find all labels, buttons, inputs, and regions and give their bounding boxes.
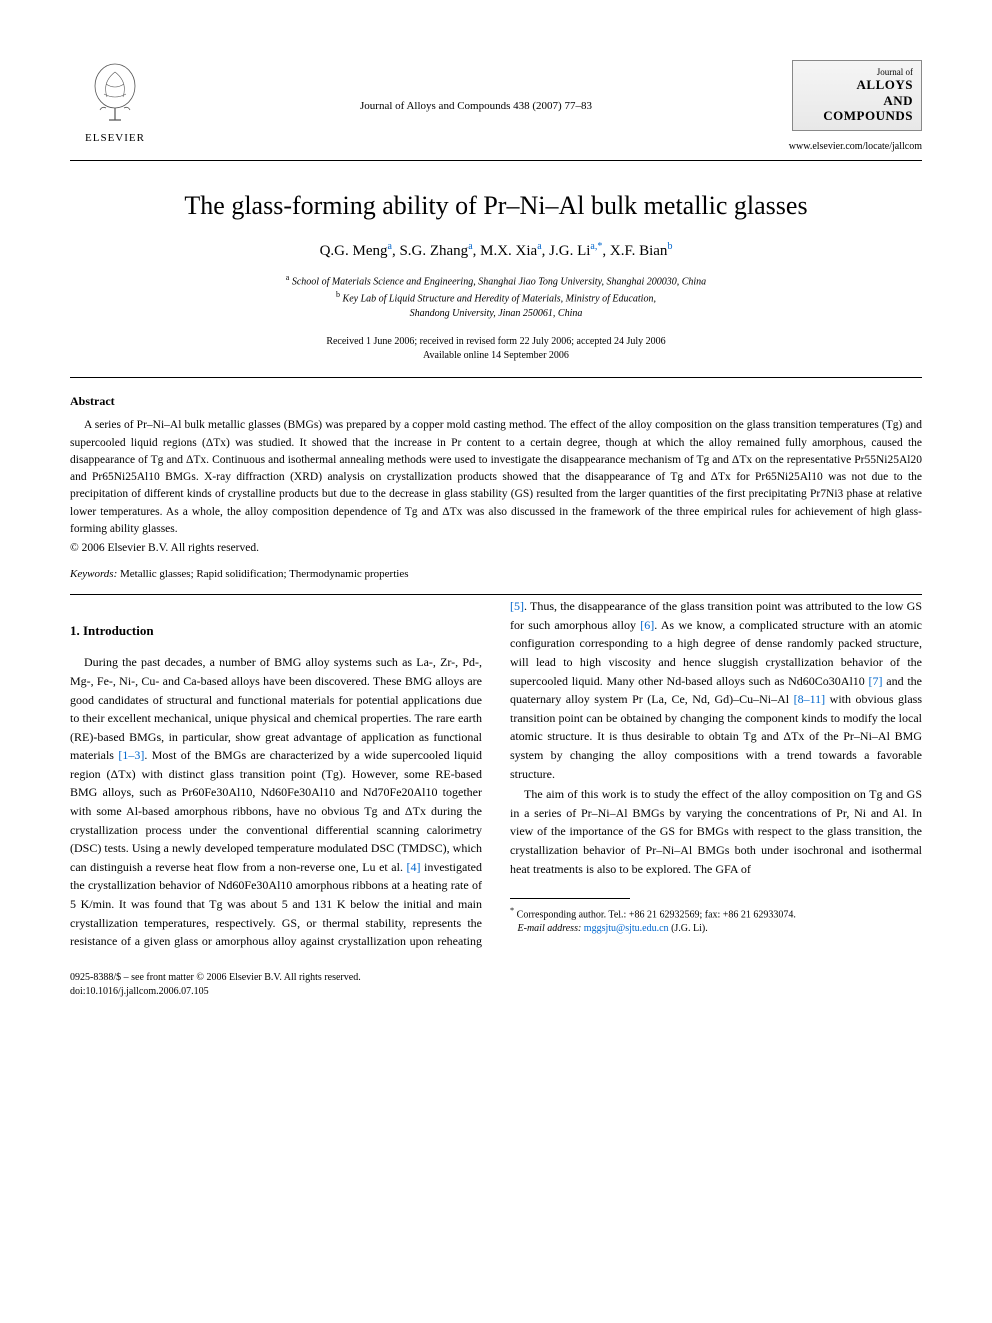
elsevier-tree-icon [80,60,150,130]
intro-p2: The aim of this work is to study the eff… [510,785,922,878]
footnote-email-who: (J.G. Li). [671,923,708,934]
journal-name-1: ALLOYS [801,77,913,93]
authors: Q.G. Menga, S.G. Zhanga, M.X. Xiaa, J.G.… [70,241,922,260]
keywords-label: Keywords: [70,568,117,580]
rule-top [70,160,922,161]
affiliations: a School of Materials Science and Engine… [70,272,922,322]
author-4: J.G. Li [549,243,590,259]
article-dates: Received 1 June 2006; received in revise… [70,335,922,363]
online-date: Available online 14 September 2006 [423,350,569,361]
corresponding-star: * [597,241,602,252]
header: ELSEVIER Journal of Alloys and Compounds… [70,60,922,152]
abstract-text: A series of Pr–Ni–Al bulk metallic glass… [70,417,922,538]
cite-1-3[interactable]: [1–3] [118,748,144,762]
footnote-email[interactable]: mggsjtu@sjtu.edu.cn [584,923,669,934]
author-1: Q.G. Meng [320,243,388,259]
received-date: Received 1 June 2006; received in revise… [326,336,665,347]
cite-6[interactable]: [6] [640,618,654,632]
affiliation-a: School of Materials Science and Engineer… [292,276,706,287]
author-2: S.G. Zhang [399,243,468,259]
section-1-heading: 1. Introduction [70,621,482,641]
author-3-affil: a [537,241,541,252]
author-5: X.F. Bian [610,243,668,259]
publisher-logo: ELSEVIER [70,60,160,144]
affiliation-b: Key Lab of Liquid Structure and Heredity… [343,293,656,304]
journal-name-2: AND COMPOUNDS [801,93,913,124]
footnote: * Corresponding author. Tel.: +86 21 629… [510,905,922,936]
footnote-email-label: E-mail address: [518,923,582,934]
journal-small-label: Journal of [801,67,913,77]
cite-5[interactable]: [5] [510,599,524,613]
footer-issn: 0925-8388/$ – see front matter © 2006 El… [70,972,361,983]
author-3: M.X. Xia [480,243,537,259]
abstract-label: Abstract [70,394,922,409]
rule-abstract-top [70,377,922,378]
footer-doi: doi:10.1016/j.jallcom.2006.07.105 [70,986,209,997]
article-title: The glass-forming ability of Pr–Ni–Al bu… [70,191,922,221]
rule-keywords-bottom [70,594,922,595]
footer: 0925-8388/$ – see front matter © 2006 El… [70,971,922,999]
author-1-affil: a [387,241,391,252]
elsevier-label: ELSEVIER [85,132,145,144]
journal-reference: Journal of Alloys and Compounds 438 (200… [160,60,792,112]
cite-7[interactable]: [7] [869,674,883,688]
journal-logo: Journal of ALLOYS AND COMPOUNDS www.else… [792,60,922,152]
cite-8-11[interactable]: [8–11] [794,692,826,706]
author-5-affil: b [667,241,672,252]
body-columns: 1. Introduction During the past decades,… [70,597,922,951]
affiliation-b2: Shandong University, Jinan 250061, China [410,308,583,319]
keywords-text: Metallic glasses; Rapid solidification; … [120,568,408,580]
footnote-corr: Corresponding author. Tel.: +86 21 62932… [517,909,796,920]
locate-url: www.elsevier.com/locate/jallcom [789,141,922,152]
abstract-copyright: © 2006 Elsevier B.V. All rights reserved… [70,542,922,554]
footnote-block: * Corresponding author. Tel.: +86 21 629… [510,898,922,936]
author-2-affil: a [468,241,472,252]
footnote-rule [510,898,630,899]
cite-4[interactable]: [4] [406,860,420,874]
keywords: Keywords: Metallic glasses; Rapid solidi… [70,568,922,580]
journal-logo-box: Journal of ALLOYS AND COMPOUNDS [792,60,922,131]
